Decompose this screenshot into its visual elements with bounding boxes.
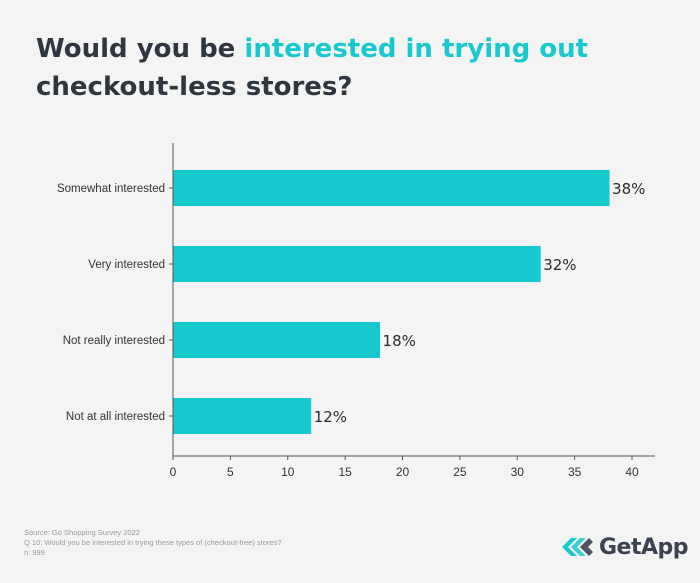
category-label: Not really interested	[63, 335, 165, 347]
x-tick-label: 25	[453, 465, 467, 479]
category-label: Very interested	[88, 259, 165, 271]
chart-title: Would you be interested in trying out che…	[36, 30, 676, 106]
value-label: 32%	[543, 256, 576, 274]
category-label: Not at all interested	[66, 411, 165, 423]
logo-text: GetApp	[599, 534, 689, 560]
x-tick-label: 5	[227, 465, 234, 479]
x-tick-label: 10	[281, 465, 295, 479]
title-highlight: interested in trying out	[244, 34, 589, 64]
bar	[173, 322, 381, 358]
x-tick-label: 30	[511, 465, 525, 479]
question-note: Q 10: Would you be interested in trying …	[24, 538, 282, 547]
x-tick-label: 15	[338, 465, 352, 479]
bar	[173, 398, 312, 434]
value-label: 18%	[383, 332, 416, 350]
x-tick-label: 35	[568, 465, 582, 479]
title-part-3: checkout-less stores?	[36, 72, 353, 102]
chart-footer: Source: Go Shopping Survey 2022 Q 10: Wo…	[24, 528, 282, 558]
x-tick-label: 40	[625, 465, 639, 479]
x-tick-label: 20	[396, 465, 410, 479]
title-part-1: Would you be	[36, 34, 245, 64]
source-note: Source: Go Shopping Survey 2022	[24, 528, 140, 537]
getapp-chevrons-icon	[562, 538, 593, 556]
category-label: Somewhat interested	[57, 183, 165, 195]
value-label: 38%	[612, 180, 645, 198]
bar	[173, 170, 610, 206]
sample-size-note: n: 999	[24, 548, 45, 557]
x-tick-label: 0	[170, 465, 177, 479]
bar-chart: 0 5 10 15 20 25 30 35 40 Somewhat interested 38% Ve…	[57, 143, 655, 479]
value-label: 12%	[314, 408, 347, 426]
bar	[173, 246, 541, 282]
getapp-logo: GetApp	[562, 532, 689, 562]
